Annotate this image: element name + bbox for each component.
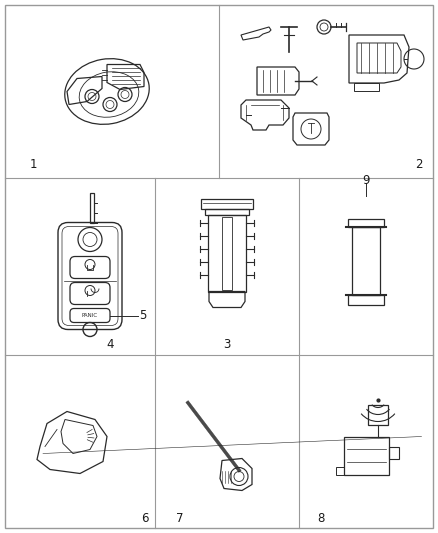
Text: 9: 9	[362, 174, 370, 188]
Text: 4: 4	[106, 338, 114, 351]
Text: PANIC: PANIC	[82, 313, 98, 318]
Text: 5: 5	[139, 309, 147, 322]
Polygon shape	[186, 401, 241, 472]
Text: 1: 1	[29, 157, 37, 171]
Text: 2: 2	[415, 157, 423, 171]
Text: 3: 3	[223, 338, 231, 351]
Text: 8: 8	[317, 512, 325, 524]
Text: 6: 6	[141, 512, 149, 524]
Text: 7: 7	[176, 512, 184, 524]
